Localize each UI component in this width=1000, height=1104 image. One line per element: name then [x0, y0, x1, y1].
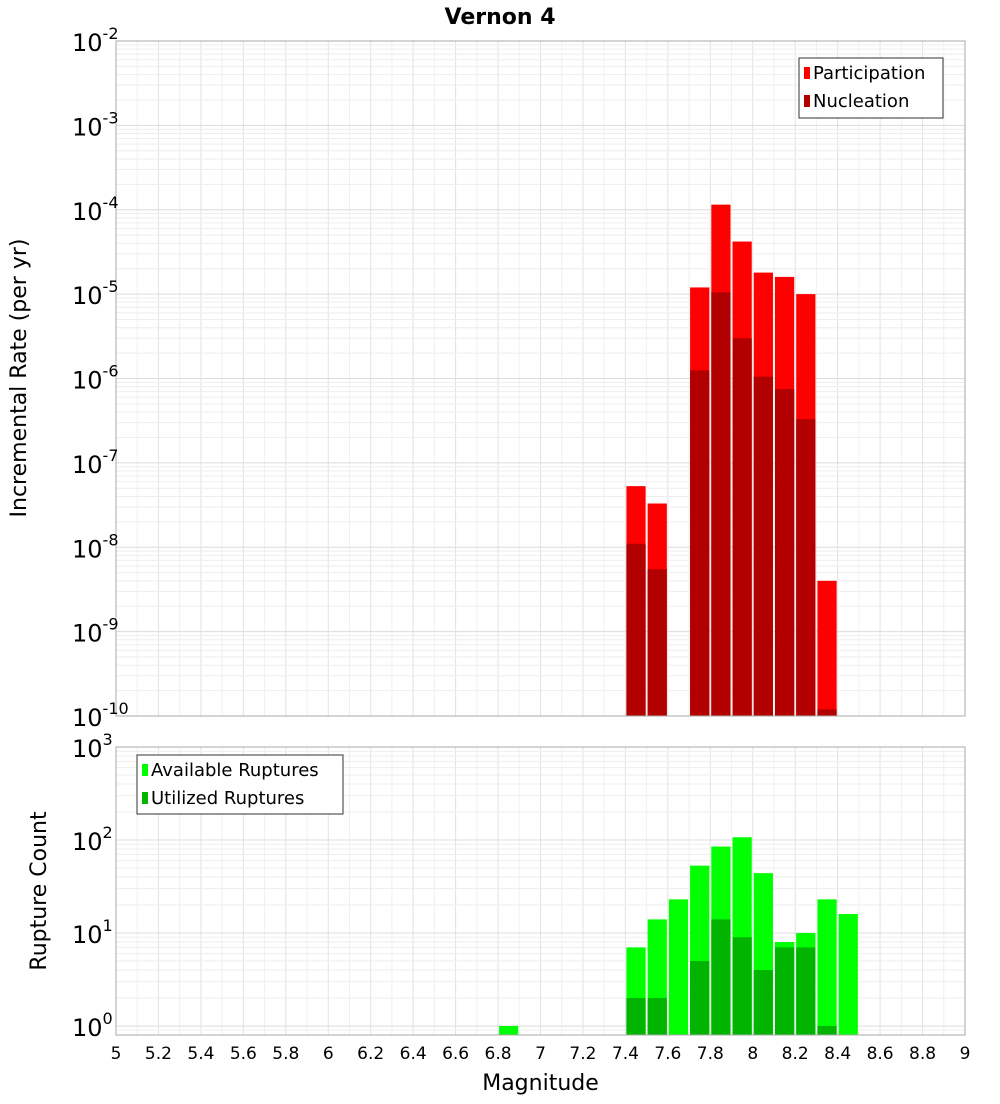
y-tick-label: 103	[72, 730, 113, 763]
plot-border	[115, 40, 966, 717]
bar-nucleation	[753, 376, 773, 716]
x-tick-label: 7	[535, 1044, 546, 1064]
bar-utilized-ruptures	[647, 997, 667, 1035]
x-tick-label: 5.4	[187, 1044, 214, 1064]
y-tick-label: 10-8	[72, 530, 119, 563]
bar-nucleation	[711, 292, 731, 716]
bar-available-ruptures	[817, 899, 837, 1035]
bar-utilized-ruptures	[711, 919, 731, 1035]
bar-utilized-ruptures	[732, 937, 752, 1035]
y-tick-label: 10-2	[72, 24, 119, 57]
x-tick-label: 5	[111, 1044, 122, 1064]
bar-nucleation	[774, 389, 795, 716]
x-tick-label: 9	[960, 1044, 971, 1064]
x-tick-label: 5.6	[230, 1044, 257, 1064]
legend-swatch	[142, 764, 148, 776]
plot-border	[115, 746, 966, 1036]
bar-utilized-ruptures	[753, 969, 773, 1035]
bar-nucleation	[796, 419, 816, 716]
y-tick-label: 10-3	[72, 108, 119, 141]
x-tick-label: 8.8	[909, 1044, 936, 1064]
bar-utilized-ruptures	[817, 1025, 837, 1035]
legend-label: Available Ruptures	[151, 760, 319, 781]
bar-nucleation	[690, 370, 710, 716]
x-tick-label: 6.4	[400, 1044, 427, 1064]
x-tick-label: 6.2	[357, 1044, 384, 1064]
y-tick-label: 102	[72, 823, 113, 856]
legend-swatch	[804, 67, 810, 79]
bar-nucleation	[817, 709, 837, 716]
x-tick-label: 6.6	[442, 1044, 469, 1064]
y-tick-label: 10-9	[72, 615, 119, 648]
count-panel: 100 101 102 103 Rupture Count 5 5.2 5.4 5.6 5.8 6 6…	[27, 730, 970, 1096]
legend-swatch	[804, 95, 810, 107]
x-tick-label: 5.8	[272, 1044, 299, 1064]
y-tick-label: 10-10	[72, 699, 129, 732]
x-tick-label: 6	[323, 1044, 334, 1064]
bar-nucleation	[626, 543, 646, 716]
x-tick-label: 8.6	[867, 1044, 894, 1064]
rate-panel: 10-10 10-9 10-8 10-7 10-6 10-5 10-4 10-3 10-2 Inc…	[7, 24, 966, 732]
chart-title: Vernon 4	[445, 5, 556, 30]
bar-available-ruptures	[838, 914, 858, 1035]
bar-utilized-ruptures	[690, 960, 710, 1035]
x-tick-label: 8	[747, 1044, 758, 1064]
x-tick-label: 6.8	[485, 1044, 512, 1064]
x-tick-label: 7.4	[612, 1044, 639, 1064]
bar-utilized-ruptures	[626, 997, 646, 1035]
x-tick-label: 8.4	[824, 1044, 851, 1064]
x-tick-label: 7.2	[569, 1044, 596, 1064]
x-tick-label: 8.2	[782, 1044, 809, 1064]
legend-box	[136, 754, 344, 815]
legend-label: Participation	[813, 63, 925, 84]
bar-nucleation	[732, 338, 752, 716]
y-tick-label: 10-6	[72, 362, 119, 395]
x-tick-label: 7.8	[697, 1044, 724, 1064]
legend-box	[798, 57, 944, 119]
bar-nucleation	[647, 569, 667, 716]
x-tick-label: 5.2	[145, 1044, 172, 1064]
y-tick-label: 10-4	[72, 193, 119, 226]
y-tick-label: 10-5	[72, 277, 119, 310]
legend-swatch	[142, 792, 148, 804]
y-axis-label: Incremental Rate (per yr)	[7, 239, 32, 518]
y-tick-label: 100	[72, 1009, 113, 1042]
bar-utilized-ruptures	[796, 947, 816, 1035]
bar-available-ruptures	[668, 899, 689, 1035]
legend-label: Nucleation	[813, 91, 909, 112]
x-tick-label: 7.6	[654, 1044, 681, 1064]
y-tick-label: 101	[72, 916, 113, 949]
bar-utilized-ruptures	[774, 947, 795, 1035]
bar-participation	[817, 580, 837, 716]
legend-label: Utilized Ruptures	[151, 788, 304, 809]
y-tick-label: 10-7	[72, 446, 119, 479]
bar-available-ruptures	[499, 1025, 519, 1035]
y-axis-label: Rupture Count	[27, 811, 52, 971]
x-axis-label: Magnitude	[482, 1071, 599, 1096]
